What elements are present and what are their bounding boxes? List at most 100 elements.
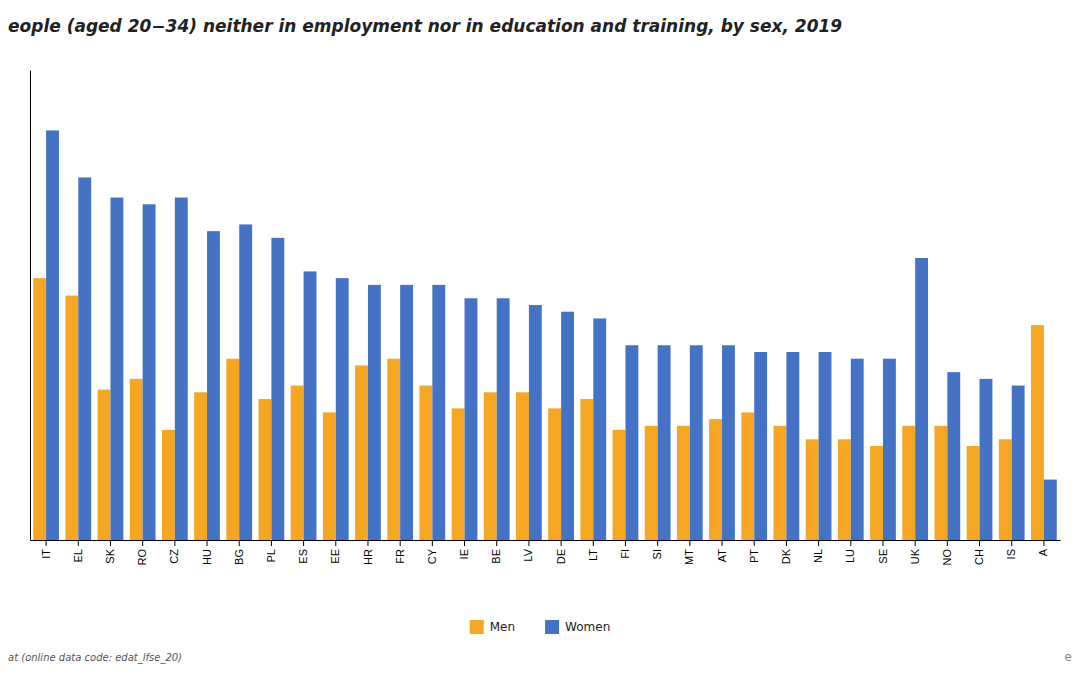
x-tick: IT (40, 540, 52, 559)
x-tick: NO (941, 540, 953, 566)
bar (271, 238, 284, 540)
x-tick: LT (587, 540, 599, 561)
x-tick-mark (142, 540, 143, 546)
x-tick-mark (818, 540, 819, 546)
x-tick: BE (490, 540, 502, 564)
x-tick-mark (1043, 540, 1044, 546)
bar (561, 312, 574, 540)
bar (336, 278, 349, 540)
bar-series (46, 130, 1057, 540)
x-tick-label: MT (683, 549, 695, 565)
title: eople (aged 20−34) neither in employment… (8, 16, 842, 36)
bar (323, 412, 336, 540)
x-tick-mark (303, 540, 304, 546)
bar (548, 408, 561, 540)
x-tick-label: EL (72, 549, 84, 562)
legend-swatch (545, 620, 559, 634)
x-tick: DK (780, 540, 792, 564)
bar (774, 426, 787, 540)
bar (239, 224, 252, 540)
x-tick-mark (947, 540, 948, 546)
x-tick-mark (915, 540, 916, 546)
legend-label: Women (565, 620, 610, 634)
bar (98, 390, 111, 540)
bar (690, 345, 703, 540)
bar (387, 359, 400, 540)
x-tick: NL (812, 540, 824, 563)
x-tick-label: LV (522, 548, 534, 561)
bar (870, 446, 883, 540)
x-tick-mark (78, 540, 79, 546)
x-tick-label: RO (136, 549, 148, 566)
x-tick-mark (786, 540, 787, 546)
bar (194, 392, 207, 540)
bar (291, 386, 304, 540)
x-tick-label: HU (201, 549, 213, 565)
bar (947, 372, 960, 540)
x-tick-label: PL (265, 549, 277, 562)
bar (658, 345, 671, 540)
x-tick-label: IT (40, 549, 52, 559)
x-tick-mark (722, 540, 723, 546)
bar (259, 399, 272, 540)
x-tick: A (1037, 540, 1049, 556)
bar (1044, 480, 1057, 540)
bar (419, 386, 432, 540)
bar (175, 198, 188, 540)
bar (902, 426, 915, 540)
bar (368, 285, 381, 540)
x-tick-mark (367, 540, 368, 546)
x-tick: SI (651, 540, 663, 559)
bar (497, 298, 510, 540)
x-tick: EL (72, 540, 84, 562)
x-tick-label: BE (490, 549, 502, 564)
x-tick-mark (335, 540, 336, 546)
x-tick-label: ES (297, 549, 309, 564)
bar (304, 271, 317, 540)
legend-swatch (470, 620, 484, 634)
legend-item: Men (470, 620, 515, 634)
x-tick-label: NO (941, 549, 953, 566)
bar (529, 305, 542, 540)
x-tick-label: SK (104, 548, 116, 563)
y-axis-line (30, 71, 31, 541)
bar (207, 231, 220, 540)
legend: Men Women (470, 620, 611, 634)
x-tick-label: BG (233, 549, 245, 565)
bar (819, 352, 832, 540)
x-tick-mark (239, 540, 240, 546)
bar (355, 365, 368, 540)
x-tick: RO (136, 540, 148, 566)
x-tick-label: FR (394, 549, 406, 564)
bar (934, 426, 947, 540)
x-tick-label: CH (973, 549, 985, 565)
bar (613, 430, 626, 540)
bar (967, 446, 980, 540)
bar (806, 439, 819, 540)
bar (452, 408, 465, 540)
bar (465, 298, 478, 540)
bar (580, 399, 593, 540)
x-tick-mark (882, 540, 883, 546)
x-tick: FR (394, 540, 406, 564)
legend-label: Men (490, 620, 515, 634)
bar (625, 345, 638, 540)
x-tick-label: SI (651, 549, 663, 559)
x-tick: CY (426, 540, 438, 564)
bar (46, 130, 59, 540)
x-tick-mark (400, 540, 401, 546)
x-tick: DE (555, 540, 567, 564)
bar (915, 258, 928, 540)
x-tick-label: FI (619, 549, 631, 559)
x-tick: EE (329, 540, 341, 564)
x-tick: AT (716, 540, 728, 562)
x-tick-mark (528, 540, 529, 546)
x-tick-mark (110, 540, 111, 546)
bar (999, 439, 1012, 540)
source-note: at (online data code: edat_lfse_20) (8, 652, 182, 664)
x-tick: FI (619, 540, 631, 559)
bars (33, 130, 1057, 540)
bar (838, 439, 851, 540)
bar (722, 345, 735, 540)
x-tick-label: IS (1005, 549, 1017, 559)
